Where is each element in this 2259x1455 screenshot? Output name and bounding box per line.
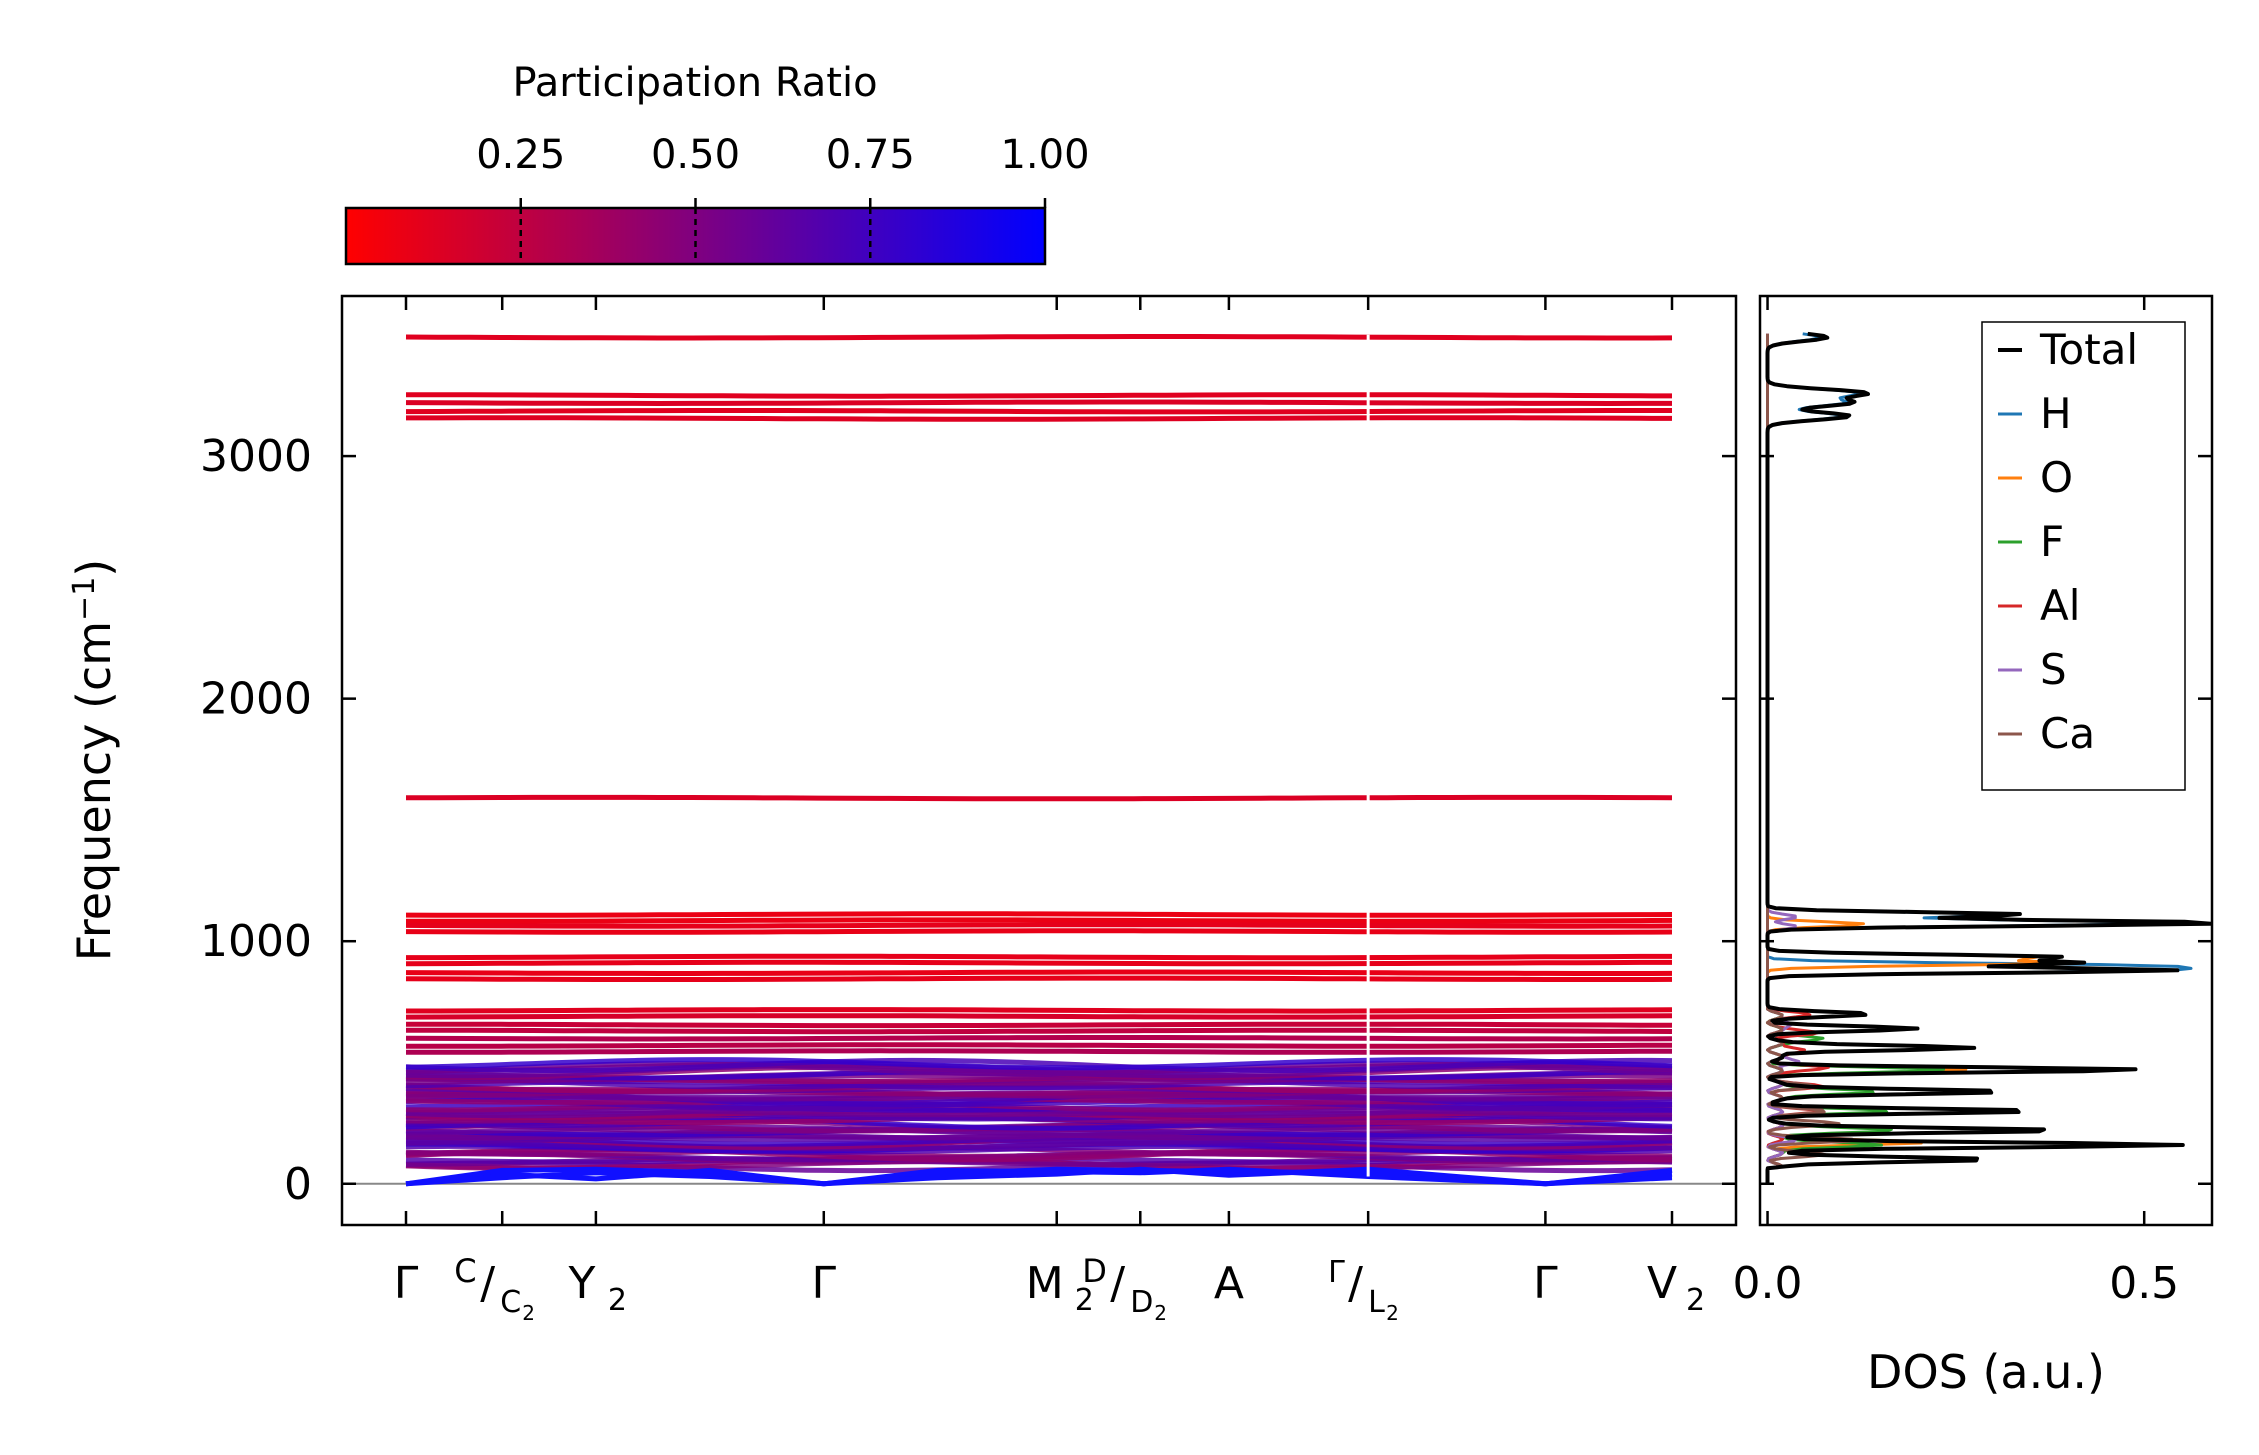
phonon-band bbox=[405, 1057, 1673, 1071]
kpoint-label-y2: Y bbox=[567, 1258, 595, 1309]
dos-x-tick-label: 0.5 bbox=[2109, 1258, 2179, 1309]
phonon-band bbox=[406, 415, 1673, 422]
kpoint-label-d-sub: D bbox=[1130, 1285, 1153, 1320]
kpoint-label-y2-sub: 2 bbox=[608, 1283, 627, 1318]
kpoint-label-c-sub2: 2 bbox=[522, 1301, 535, 1325]
phonon-band bbox=[405, 928, 1673, 935]
y-tick-label: 2000 bbox=[200, 674, 312, 725]
legend-label: S bbox=[2040, 645, 2067, 694]
phonon-band bbox=[405, 408, 1672, 415]
phonon-band bbox=[405, 399, 1672, 407]
legend-label: F bbox=[2040, 517, 2064, 566]
kpoint-label-gamma-top: Γ bbox=[1328, 1255, 1345, 1290]
phonon-band bbox=[405, 922, 1673, 929]
dos-panel: 0.0 0.5 DOS (a.u.) Total HOF Al S Ca bbox=[1733, 294, 2214, 1399]
kpoint-label-m2: M bbox=[1026, 1258, 1064, 1309]
kpoint-label-v2: V bbox=[1647, 1258, 1677, 1309]
kpoint-label-l-sub: L bbox=[1368, 1285, 1385, 1320]
colorbar: Participation Ratio 0.25 0.50 0.75 1.00 bbox=[344, 60, 1090, 266]
kpoint-label-v2-sub: 2 bbox=[1686, 1283, 1705, 1318]
colorbar-tick-label: 0.75 bbox=[826, 132, 915, 178]
legend-label: Total bbox=[2039, 325, 2138, 374]
legend-box bbox=[1981, 321, 2186, 791]
y-axis-title: Frequency (cm−1) bbox=[67, 559, 121, 962]
phonon-band bbox=[405, 334, 1673, 341]
dos-plot-frame bbox=[1758, 294, 2214, 1227]
kpoint-label-c-sub: C bbox=[500, 1285, 521, 1320]
phonon-band bbox=[406, 953, 1672, 961]
legend-label: O bbox=[2040, 453, 2073, 502]
legend-label: H bbox=[2040, 389, 2072, 438]
kpoint-label-l-sub2: 2 bbox=[1386, 1301, 1399, 1325]
colorbar-title: Participation Ratio bbox=[512, 60, 877, 106]
phonon-band bbox=[405, 969, 1673, 976]
kpoint-label-c-top: C bbox=[454, 1252, 476, 1290]
phonon-band bbox=[406, 917, 1673, 924]
colorbar-tick-label: 1.00 bbox=[1000, 132, 1089, 178]
dos-curve-f bbox=[1766, 333, 1946, 1184]
kpoint-label-slash: / bbox=[1348, 1258, 1363, 1309]
kpoint-label-d-top: D bbox=[1082, 1252, 1107, 1290]
acoustic-branch bbox=[405, 1166, 1673, 1187]
phonon-band bbox=[405, 975, 1673, 982]
phonon-band bbox=[405, 959, 1672, 967]
phonon-band bbox=[405, 1035, 1673, 1042]
y-tick-label: 3000 bbox=[200, 431, 312, 482]
kpoint-label-m2-sub: 2 bbox=[1075, 1283, 1094, 1318]
legend: Total HOF Al S Ca bbox=[1981, 321, 2186, 791]
kpoint-label-gamma: Γ bbox=[1533, 1258, 1558, 1309]
dos-x-tick-label: 0.0 bbox=[1733, 1258, 1803, 1309]
kpoint-label-a: A bbox=[1214, 1258, 1244, 1309]
colorbar-tick-label: 0.25 bbox=[476, 132, 565, 178]
band-axis-ticks: 0 1000 2000 3000 bbox=[200, 296, 1736, 1225]
kpoint-label-gamma: Γ bbox=[394, 1258, 419, 1309]
kpoint-label-slash: / bbox=[480, 1258, 495, 1309]
dos-axis-ticks: 0.0 0.5 bbox=[1733, 296, 2212, 1309]
phonon-band bbox=[405, 1057, 1673, 1074]
kpoint-label-slash: / bbox=[1110, 1258, 1125, 1309]
dos-curve-total bbox=[1765, 331, 2212, 1184]
legend-label: Al bbox=[2040, 581, 2080, 630]
y-tick-label: 1000 bbox=[200, 916, 312, 967]
kpoint-label-d-sub2: 2 bbox=[1154, 1301, 1167, 1325]
phonon-band bbox=[406, 1048, 1673, 1055]
band-plot-frame bbox=[340, 294, 1738, 1227]
x-axis-title-dos: DOS (a.u.) bbox=[1867, 1345, 2105, 1399]
colorbar-tick-label: 0.50 bbox=[651, 132, 740, 178]
acoustic-branch bbox=[405, 1166, 1673, 1187]
legend-label: Ca bbox=[2040, 709, 2095, 758]
phonon-band bbox=[406, 392, 1673, 399]
phonon-band bbox=[406, 1021, 1673, 1029]
band-lines bbox=[342, 334, 1736, 1187]
dos-curves bbox=[1765, 331, 2212, 1184]
kpoint-labels: Γ C / C 2Y 2 Γ M 2D / D 2A Γ / L 2Γ V 2 bbox=[394, 1252, 1705, 1325]
phonon-band bbox=[405, 794, 1673, 802]
phonon-band bbox=[405, 1027, 1673, 1035]
phonon-band bbox=[406, 1042, 1673, 1049]
dos-curve-al bbox=[1766, 333, 1830, 1184]
phonon-band bbox=[406, 1007, 1673, 1014]
kpoint-label-gamma: Γ bbox=[812, 1258, 837, 1309]
phonon-band bbox=[405, 1013, 1673, 1020]
phonon-band bbox=[405, 911, 1673, 918]
y-tick-label: 0 bbox=[284, 1159, 312, 1210]
